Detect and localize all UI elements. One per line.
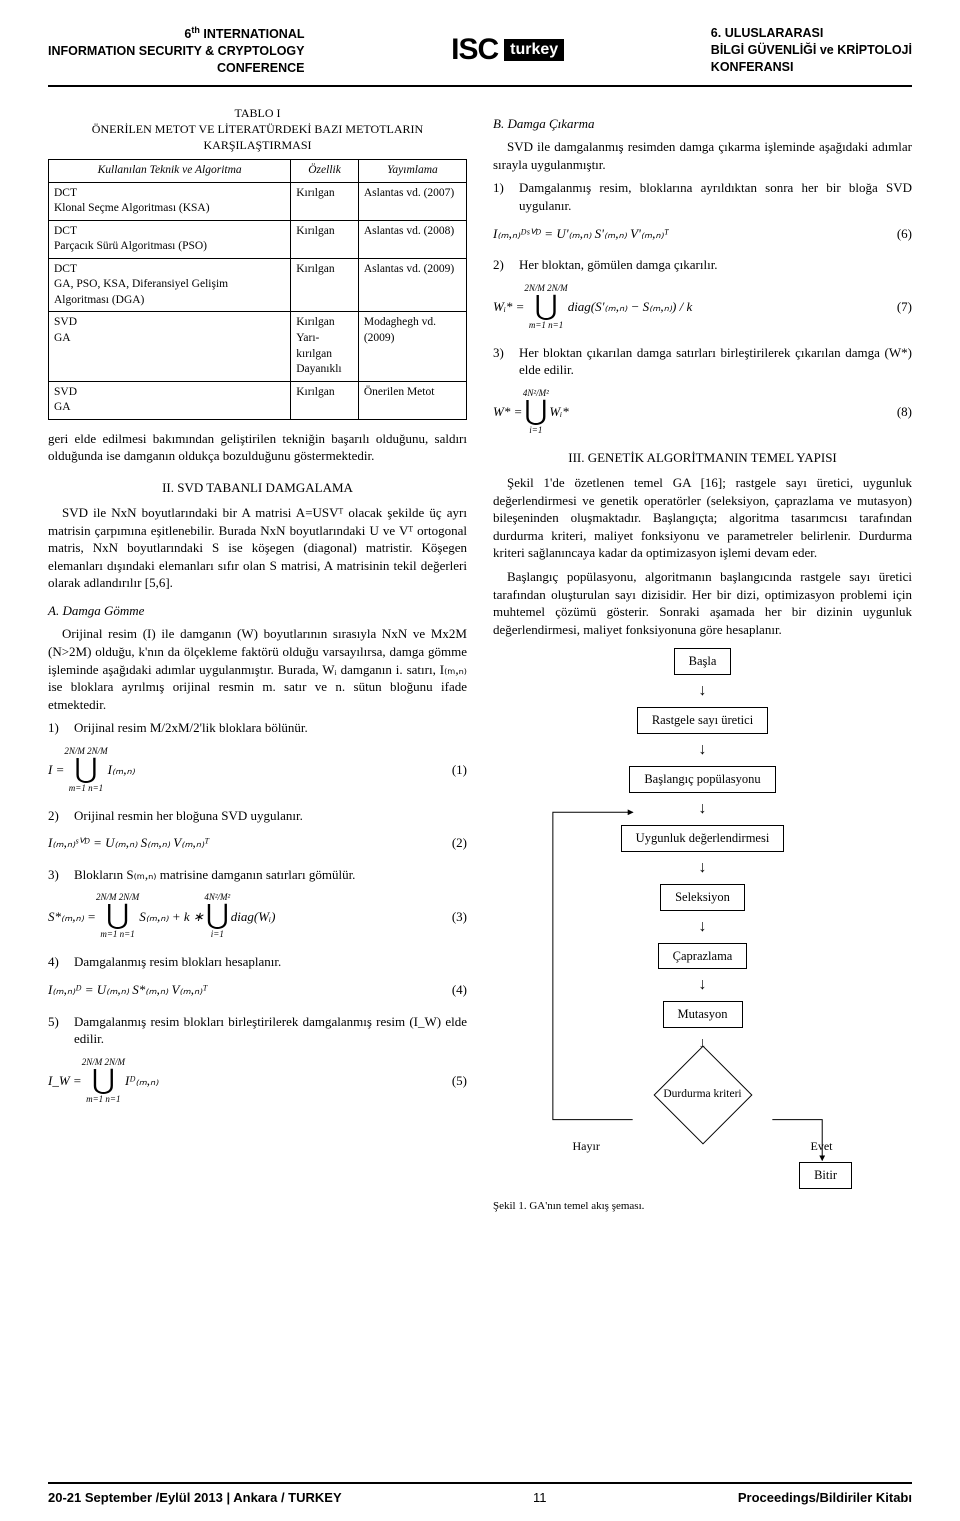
- table1-caption: TABLO I ÖNERİLEN METOT VE LİTERATÜRDEKİ …: [48, 105, 467, 154]
- header-right-line1: 6. ULUSLARARASI: [711, 26, 824, 40]
- header-left-sup: th: [191, 25, 200, 35]
- table1-row: SVD GAKırılgan Yarı-kırılgan DayanıklıMo…: [49, 312, 467, 381]
- table1: Kullanılan Teknik ve Algoritma Özellik Y…: [48, 159, 467, 419]
- step-2: Orijinal resmin her bloğuna SVD uygulanı…: [74, 807, 467, 825]
- extract-step-3: Her bloktan çıkarılan damga satırları bi…: [519, 344, 912, 379]
- right-paragraph-3: Başlangıç popülasyonu, algoritmanın başl…: [493, 568, 912, 638]
- table1-caption-line1: TABLO I: [48, 105, 467, 121]
- step-1: Orijinal resim M/2xM/2'lik bloklara bölü…: [74, 719, 467, 737]
- flow-node-fitness: Uygunluk değerlendirmesi: [621, 825, 785, 852]
- flow-decision: Durdurma kriteri: [623, 1060, 783, 1130]
- section-2-heading: II. SVD TABANLI DAMGALAMA: [48, 479, 467, 497]
- flow-node-mutation: Mutasyon: [663, 1001, 743, 1028]
- right-paragraph-2: Şekil 1'de özetlenen temel GA [16]; rast…: [493, 474, 912, 562]
- page-footer: 20-21 September /Eylül 2013 | Ankara / T…: [48, 1482, 912, 1505]
- step-4: Damgalanmış resim blokları hesaplanır.: [74, 953, 467, 971]
- equation-5-number: (5): [439, 1072, 467, 1090]
- flowchart: Başla ↓ Rastgele sayı üretici ↓ Başlangı…: [493, 648, 912, 1189]
- equation-8: W* = 4N²/M²⋃i=1 Wᵢ* (8): [493, 389, 912, 435]
- table1-header-1: Özellik: [291, 160, 359, 183]
- equation-2-number: (2): [439, 834, 467, 852]
- arrow-down-icon: ↓: [699, 683, 707, 699]
- header-right-line2: BİLGİ GÜVENLİĞİ ve KRİPTOLOJİ: [711, 43, 912, 57]
- page: 6th INTERNATIONAL INFORMATION SECURITY &…: [0, 0, 960, 1521]
- equation-1: I = 2N/M 2N/M⋃m=1 n=1 I₍ₘ,ₙ₎ (1): [48, 747, 467, 793]
- header-left-line3: CONFERENCE: [217, 61, 305, 75]
- equation-5: I_W = 2N/M 2N/M⋃m=1 n=1 Iᴰ₍ₘ,ₙ₎ (5): [48, 1058, 467, 1104]
- flow-node-start: Başla: [674, 648, 732, 675]
- header-logo: ISC turkey: [451, 35, 564, 65]
- flow-branch-yes: Evet: [811, 1138, 833, 1154]
- equation-1-number: (1): [439, 761, 467, 779]
- header-left-line1-b: INTERNATIONAL: [200, 27, 305, 41]
- equation-7: Wᵢ* = 2N/M 2N/M⋃m=1 n=1 diag(S'₍ₘ,ₙ₎ − S…: [493, 284, 912, 330]
- equation-8-number: (8): [884, 403, 912, 421]
- footer-left: 20-21 September /Eylül 2013 | Ankara / T…: [48, 1490, 342, 1505]
- right-column: B. Damga Çıkarma SVD ile damgalanmış res…: [493, 105, 912, 1214]
- table1-header-0: Kullanılan Teknik ve Algoritma: [49, 160, 291, 183]
- table1-row: DCT GA, PSO, KSA, Diferansiyel Gelişim A…: [49, 258, 467, 312]
- header-right: 6. ULUSLARARASI BİLGİ GÜVENLİĞİ ve KRİPT…: [711, 25, 912, 76]
- flow-decision-label: Durdurma kriteri: [663, 1088, 741, 1104]
- embedding-steps: 1)Orijinal resim M/2xM/2'lik bloklara bö…: [48, 719, 467, 737]
- arrow-down-icon: ↓: [699, 742, 707, 758]
- arrow-down-icon: ↓: [699, 919, 707, 935]
- left-column: TABLO I ÖNERİLEN METOT VE LİTERATÜRDEKİ …: [48, 105, 467, 1214]
- extract-step-1: Damgalanmış resim, bloklarına ayrıldıkta…: [519, 179, 912, 214]
- extract-step-2: Her bloktan, gömülen damga çıkarılır.: [519, 256, 912, 274]
- table1-header-2: Yayımlama: [358, 160, 466, 183]
- arrow-down-icon: ↓: [699, 977, 707, 993]
- section-3-heading: III. GENETİK ALGORİTMANIN TEMEL YAPISI: [493, 449, 912, 467]
- equation-2: I₍ₘ,ₙ₎ˢⱽᴰ = U₍ₘ,ₙ₎ S₍ₘ,ₙ₎ V₍ₘ,ₙ₎ᵀ (2): [48, 834, 467, 852]
- footer-page-number: 11: [533, 1490, 547, 1505]
- table1-row: SVD GAKırılganÖnerilen Metot: [49, 381, 467, 419]
- flow-node-end: Bitir: [799, 1162, 852, 1189]
- table1-row: DCT Klonal Seçme Algoritması (KSA)Kırılg…: [49, 182, 467, 220]
- left-paragraph-3: Orijinal resim (I) ile damganın (W) boyu…: [48, 625, 467, 713]
- conference-header: 6th INTERNATIONAL INFORMATION SECURITY &…: [48, 24, 912, 87]
- equation-6-number: (6): [884, 225, 912, 243]
- table1-caption-line2: ÖNERİLEN METOT VE LİTERATÜRDEKİ BAZI MET…: [92, 122, 423, 152]
- flow-node-selection: Seleksiyon: [660, 884, 745, 911]
- step-3: Blokların S₍ₘ,ₙ₎ matrisine damganın satı…: [74, 866, 467, 884]
- two-column-body: TABLO I ÖNERİLEN METOT VE LİTERATÜRDEKİ …: [48, 105, 912, 1214]
- equation-4-number: (4): [439, 981, 467, 999]
- flow-node-rng: Rastgele sayı üretici: [637, 707, 768, 734]
- step-5: Damgalanmış resim blokları birleştiriler…: [74, 1013, 467, 1048]
- header-right-line3: KONFERANSI: [711, 60, 794, 74]
- flow-node-initpop: Başlangıç popülasyonu: [629, 766, 775, 793]
- arrow-down-icon: ↓: [699, 860, 707, 876]
- left-paragraph-2: SVD ile NxN boyutlarındaki bir A matrisi…: [48, 504, 467, 592]
- left-paragraph-1: geri elde edilmesi bakımından geliştiril…: [48, 430, 467, 465]
- header-left-line2: INFORMATION SECURITY & CRYPTOLOGY: [48, 44, 305, 58]
- header-left: 6th INTERNATIONAL INFORMATION SECURITY &…: [48, 24, 305, 77]
- logo-text: ISC: [451, 35, 498, 65]
- logo-box: turkey: [504, 39, 564, 61]
- equation-3-number: (3): [439, 908, 467, 926]
- equation-3: S*₍ₘ,ₙ₎ = 2N/M 2N/M⋃m=1 n=1 S₍ₘ,ₙ₎ + k ∗…: [48, 893, 467, 939]
- table1-row: DCT Parçacık Sürü Algoritması (PSO)Kırıl…: [49, 220, 467, 258]
- equation-6: I₍ₘ,ₙ₎ᴰˢⱽᴰ = U'₍ₘ,ₙ₎ S'₍ₘ,ₙ₎ V'₍ₘ,ₙ₎ᵀ (6…: [493, 225, 912, 243]
- equation-7-number: (7): [884, 298, 912, 316]
- equation-4: I₍ₘ,ₙ₎ᴰ = U₍ₘ,ₙ₎ S*₍ₘ,ₙ₎ V₍ₘ,ₙ₎ᵀ (4): [48, 981, 467, 999]
- figure-1-caption: Şekil 1. GA'nın temel akış şeması.: [493, 1199, 912, 1214]
- flow-branch-no: Hayır: [573, 1138, 600, 1154]
- right-paragraph-1: SVD ile damgalanmış resimden damga çıkar…: [493, 138, 912, 173]
- flow-node-crossover: Çaprazlama: [658, 943, 748, 970]
- arrow-down-icon: ↓: [699, 801, 707, 817]
- subsection-b-heading: B. Damga Çıkarma: [493, 115, 912, 133]
- subsection-a-heading: A. Damga Gömme: [48, 602, 467, 620]
- footer-right: Proceedings/Bildiriler Kitabı: [738, 1490, 912, 1505]
